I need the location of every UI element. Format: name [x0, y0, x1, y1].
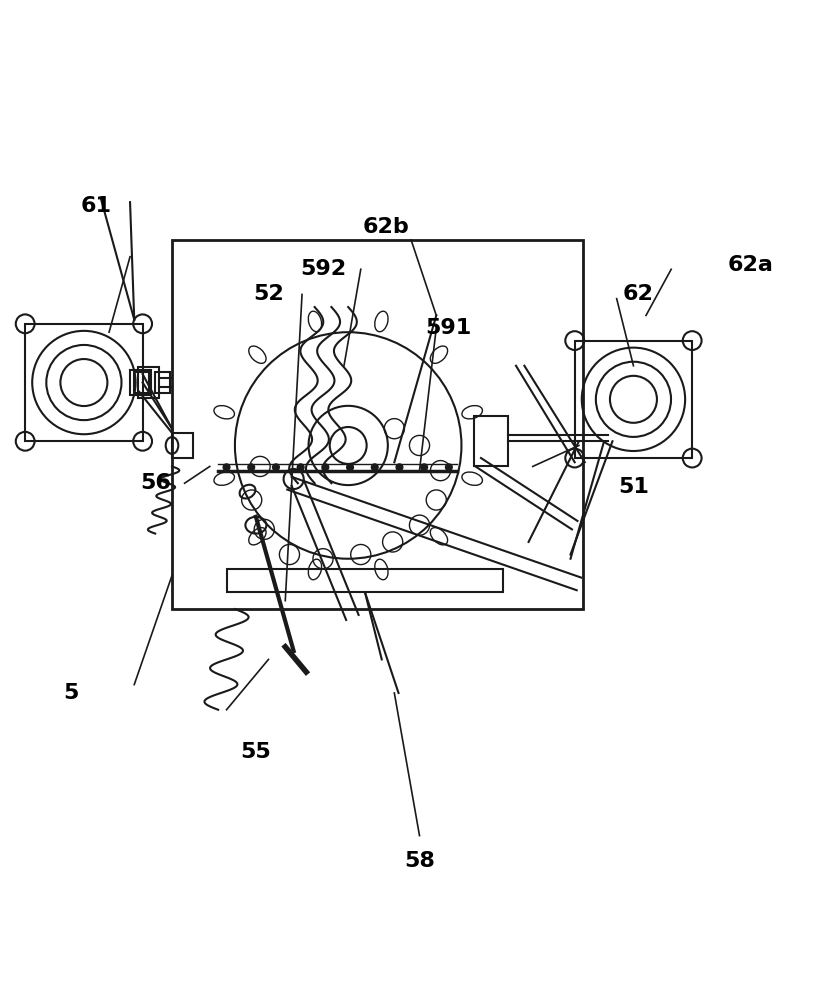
Circle shape [396, 464, 403, 471]
Bar [227, 569, 503, 592]
Text: 56: 56 [140, 473, 170, 493]
Bar [130, 370, 151, 395]
Circle shape [347, 464, 353, 471]
Text: 62b: 62b [362, 217, 409, 237]
Circle shape [273, 464, 279, 471]
Bar [138, 367, 159, 398]
Circle shape [248, 464, 254, 471]
Bar [172, 433, 193, 458]
Circle shape [322, 464, 329, 471]
Text: 55: 55 [241, 742, 271, 762]
Bar [172, 240, 583, 609]
Circle shape [372, 464, 378, 471]
Text: 58: 58 [404, 851, 435, 871]
Circle shape [446, 464, 452, 471]
Text: 592: 592 [300, 259, 346, 279]
Text: 5: 5 [64, 683, 79, 703]
Circle shape [297, 464, 304, 471]
Text: 62a: 62a [728, 255, 774, 275]
Text: 61: 61 [81, 196, 112, 216]
Circle shape [421, 464, 428, 471]
Text: 51: 51 [618, 477, 649, 497]
Bar [474, 416, 508, 466]
Circle shape [223, 464, 230, 471]
Bar [155, 372, 170, 393]
Text: 52: 52 [253, 284, 284, 304]
Text: 62: 62 [623, 284, 653, 304]
Bar [134, 372, 149, 393]
Text: 591: 591 [425, 318, 472, 338]
